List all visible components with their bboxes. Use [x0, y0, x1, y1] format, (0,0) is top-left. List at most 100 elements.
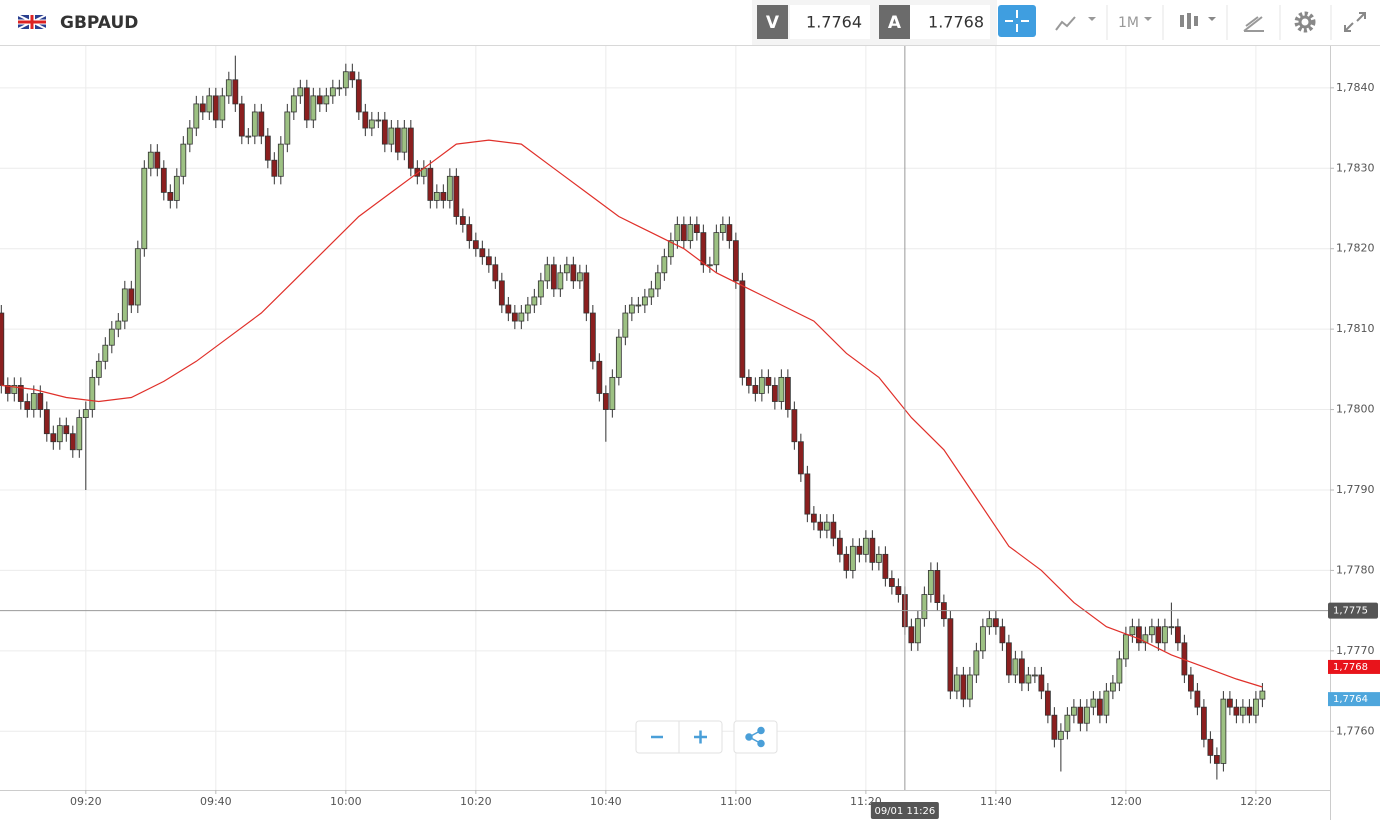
candle-body [1168, 626, 1175, 629]
y-tick-label: 1,7790 [1336, 483, 1375, 496]
price-tag [1328, 692, 1380, 707]
collapse-button[interactable] [1344, 12, 1366, 32]
crosshair-y-box [1328, 602, 1378, 619]
crosshair-button[interactable] [998, 5, 1036, 37]
x-tick-label: 10:20 [460, 795, 492, 808]
candle-body [1031, 674, 1038, 677]
candle-body [810, 513, 817, 523]
grid [0, 46, 1330, 790]
candle-body [875, 553, 882, 563]
candle-body [869, 537, 876, 563]
candles [0, 55, 1266, 780]
plot-area [0, 46, 1330, 790]
candle-body [823, 521, 830, 531]
candle-body [641, 296, 648, 306]
y-tick-label: 1,7830 [1336, 161, 1375, 174]
candle-body [407, 127, 414, 169]
candle-body [4, 385, 11, 394]
candle-body [498, 280, 505, 306]
candle-body [401, 127, 408, 153]
candle-body [856, 545, 863, 555]
candle-body [238, 103, 245, 137]
candle-body [388, 127, 395, 145]
candle-body [758, 376, 765, 394]
candle-body [531, 296, 538, 306]
candle-type-button[interactable] [1180, 13, 1216, 29]
candle-body [726, 224, 733, 242]
candle-body [329, 87, 336, 97]
x-tick-label: 10:00 [330, 795, 362, 808]
y-tick-label: 1,7820 [1336, 242, 1375, 255]
candle-body [1135, 626, 1142, 644]
candle-body [544, 264, 551, 282]
candle-body [550, 264, 557, 290]
ask-label: A [888, 13, 902, 33]
ask-box [910, 5, 990, 39]
candle-body [121, 288, 128, 322]
candle-body [589, 312, 596, 362]
candle-body [414, 167, 421, 177]
candle-body [24, 401, 31, 410]
candle-body [1187, 674, 1194, 692]
candle-body [1252, 698, 1259, 716]
candle-body [290, 95, 297, 113]
price-tag-label: 1,7768 [1333, 662, 1368, 673]
candle-body [817, 521, 824, 531]
candle-body [654, 272, 661, 290]
settings-button[interactable] [1294, 11, 1316, 33]
candle-body [336, 87, 343, 90]
candle-body [69, 433, 76, 451]
candle-body [167, 191, 174, 201]
candle-body [979, 626, 986, 652]
draw-button[interactable] [1243, 16, 1264, 32]
candle-body [628, 304, 635, 314]
candle-body [30, 393, 37, 410]
candle-body [1109, 682, 1116, 692]
candle-body [1226, 698, 1233, 708]
candle-body [1103, 690, 1110, 716]
candle-body [466, 224, 473, 242]
candle-body [355, 79, 362, 113]
candle-body [323, 95, 330, 105]
candle-body [440, 191, 447, 201]
candle-body [1174, 626, 1181, 644]
candle-body [11, 385, 18, 394]
candle-body [667, 240, 674, 258]
candle-body [804, 473, 811, 515]
candle-body [199, 103, 206, 113]
y-tick-label: 1,7770 [1336, 644, 1375, 657]
y-tick-label: 1,7760 [1336, 724, 1375, 737]
y-tick-label: 1,7810 [1336, 322, 1375, 335]
timeframe[interactable]: 1M [1118, 15, 1139, 31]
candle-body [381, 119, 388, 145]
candle-body [186, 127, 193, 145]
candle-body [843, 553, 850, 571]
candle-body [342, 71, 349, 89]
candle-body [505, 304, 512, 314]
candle-body [602, 393, 609, 410]
candle-body [739, 280, 746, 378]
candle-body [1155, 626, 1162, 644]
candle-body [557, 272, 564, 290]
candle-body [284, 111, 291, 145]
candle-body [1005, 642, 1012, 676]
candle-body [1194, 690, 1201, 708]
candle-body [485, 256, 492, 266]
candle-body [706, 264, 713, 267]
candle-body [76, 417, 83, 451]
candle-body [219, 95, 226, 121]
candle-body [518, 312, 525, 322]
candle-body [1116, 658, 1123, 684]
candle-body [836, 537, 843, 555]
zoom-in[interactable] [694, 730, 707, 744]
bid-button[interactable] [757, 5, 788, 39]
ask-button[interactable] [879, 5, 910, 39]
chart-type-button[interactable] [1055, 16, 1096, 31]
candle-body [446, 175, 453, 201]
candle-body [992, 618, 999, 628]
candle-body [511, 312, 518, 322]
candle-body [908, 626, 915, 644]
share-button[interactable] [745, 726, 765, 748]
candle-body [914, 618, 921, 644]
